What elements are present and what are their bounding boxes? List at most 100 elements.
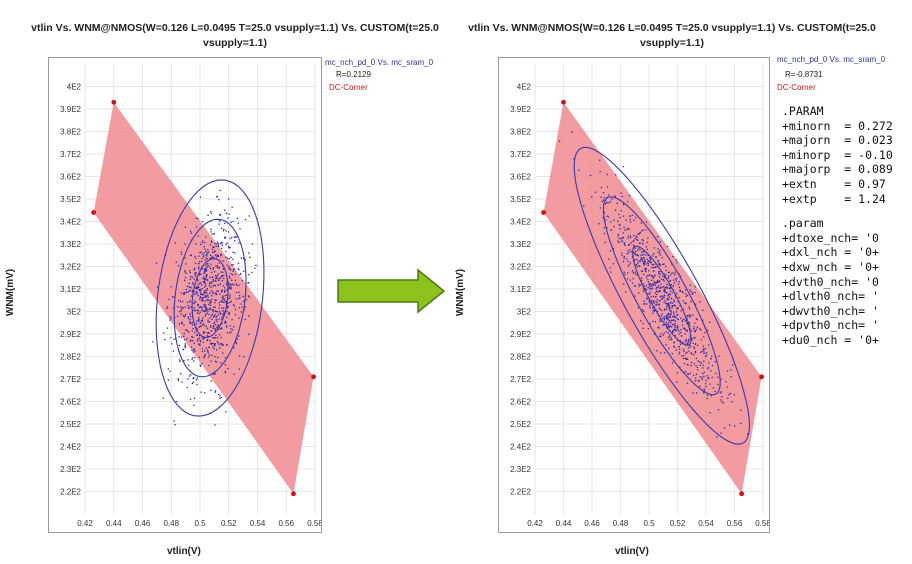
- y-axis-label: WNM(mV): [5, 268, 17, 317]
- scatter-point: [234, 240, 236, 242]
- scatter-point: [602, 217, 604, 219]
- y-tick-label: 3.2E2: [60, 263, 81, 272]
- scatter-point: [214, 360, 217, 363]
- sigma-ellipse: [173, 218, 247, 378]
- scatter-point: [659, 264, 661, 266]
- scatter-point: [217, 356, 219, 359]
- scatter-point: [676, 327, 678, 329]
- scatter-point: [688, 344, 691, 346]
- scatter-point: [204, 306, 206, 308]
- scatter-point: [156, 286, 159, 288]
- chart-panel-left: vtlin Vs. WNM@NMOS(W=0.126 L=0.0495 T=25…: [5, 22, 439, 557]
- scatter-point: [219, 213, 221, 216]
- scatter-point: [190, 374, 192, 376]
- scatter-point: [644, 260, 646, 262]
- scatter-point: [228, 284, 230, 287]
- scatter-point: [699, 364, 701, 366]
- scatter-point: [203, 303, 205, 306]
- scatter-point: [700, 329, 702, 331]
- scatter-point: [222, 307, 225, 309]
- scatter-point: [699, 301, 701, 303]
- scatter-point: [649, 288, 651, 290]
- scatter-point: [600, 186, 603, 189]
- scatter-point: [185, 313, 187, 316]
- scatter-point: [669, 279, 672, 282]
- scatter-point: [234, 314, 237, 316]
- scatter-point: [686, 330, 688, 332]
- scatter-point: [617, 233, 620, 236]
- scatter-point: [223, 297, 225, 300]
- scatter-point: [670, 310, 672, 312]
- scatter-point: [648, 284, 651, 286]
- scatter-point: [652, 312, 654, 314]
- scatter-point: [668, 308, 670, 310]
- scatter-point: [697, 344, 699, 347]
- scatter-point: [625, 258, 628, 260]
- scatter-point: [203, 246, 205, 248]
- y-tick-label: 2.7E2: [510, 375, 531, 384]
- scatter-point: [183, 335, 185, 337]
- scatter-point: [707, 377, 709, 379]
- scatter-point: [183, 292, 185, 294]
- scatter-point: [201, 284, 203, 286]
- scatter-point: [650, 303, 652, 305]
- scatter-point: [234, 252, 236, 254]
- scatter-point: [609, 200, 612, 203]
- scatter-point: [692, 328, 695, 330]
- scatter-point: [669, 294, 671, 296]
- scatter-point: [643, 285, 645, 287]
- scatter-point: [213, 251, 215, 253]
- scatter-point: [207, 308, 209, 310]
- scatter-point: [666, 306, 668, 308]
- scatter-point: [711, 355, 713, 358]
- scatter-point: [218, 267, 220, 269]
- scatter-point: [623, 243, 626, 245]
- scatter-point: [659, 241, 662, 243]
- scatter-point: [702, 309, 704, 311]
- scatter-point: [612, 247, 615, 250]
- scatter-point: [610, 229, 612, 231]
- scatter-point: [191, 330, 193, 332]
- scatter-point: [187, 359, 189, 361]
- scatter-point: [207, 265, 209, 267]
- scatter-point: [605, 219, 607, 221]
- scatter-point: [653, 247, 656, 249]
- scatter-point: [624, 273, 626, 276]
- scatter-point: [647, 260, 649, 262]
- scatter-point: [164, 338, 166, 341]
- scatter-point: [187, 305, 190, 307]
- scatter-point: [181, 322, 183, 324]
- scatter-point: [685, 352, 687, 355]
- scatter-point: [205, 269, 208, 271]
- dc-corner-point: [541, 210, 546, 215]
- scatter-point: [669, 325, 671, 327]
- scatter-point: [603, 211, 606, 214]
- scatter-point: [200, 282, 202, 284]
- scatter-point: [210, 304, 212, 306]
- scatter-point: [641, 260, 643, 262]
- scatter-point: [656, 290, 658, 292]
- scatter-point: [214, 390, 217, 392]
- scatter-point: [655, 256, 657, 258]
- scatter-point: [213, 306, 215, 308]
- scatter-point: [666, 308, 668, 310]
- scatter-point: [631, 214, 633, 217]
- scatter-point: [719, 392, 721, 394]
- scatter-point: [694, 350, 697, 353]
- x-tick-label: 0.58: [307, 519, 321, 528]
- scatter-point: [660, 278, 663, 280]
- scatter-point: [217, 326, 219, 329]
- scatter-point: [212, 322, 215, 325]
- scatter-point: [621, 254, 623, 257]
- scatter-point: [210, 290, 212, 292]
- scatter-point: [649, 291, 652, 293]
- scatter-point: [697, 369, 699, 371]
- scatter-point: [594, 191, 597, 193]
- scatter-point: [197, 280, 199, 282]
- scatter-point: [662, 263, 664, 266]
- scatter-point: [190, 287, 192, 289]
- scatter-point: [184, 346, 187, 349]
- scatter-point: [664, 274, 667, 276]
- scatter-point: [669, 309, 671, 312]
- scatter-point: [204, 242, 206, 244]
